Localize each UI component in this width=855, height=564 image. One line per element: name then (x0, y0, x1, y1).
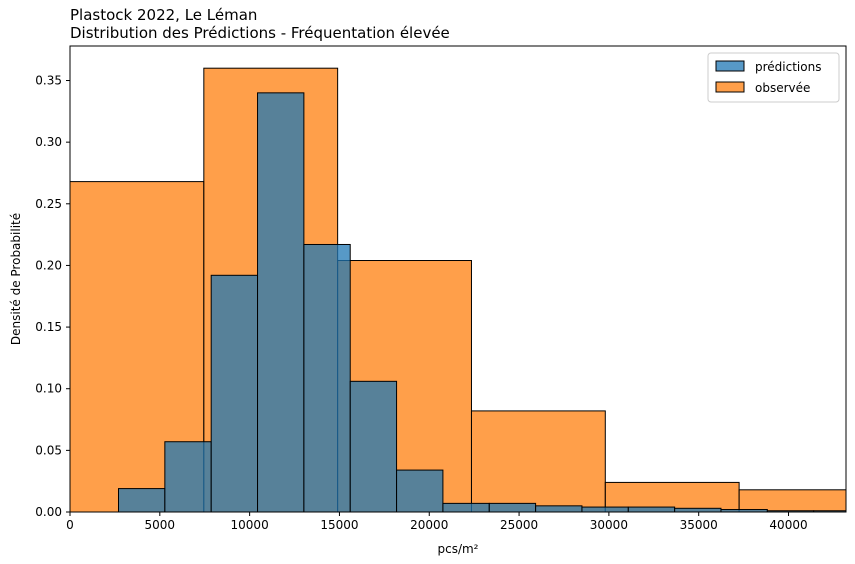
bar-predictions-0 (118, 488, 166, 512)
bar-predictions-4 (303, 243, 351, 512)
x-axis-label: pcs/m² (437, 542, 478, 556)
legend: prédictions observée (707, 52, 840, 103)
x-tick-label-4: 20000 (410, 518, 448, 532)
x-tick-label-0: 0 (66, 518, 74, 532)
bar-predictions-10 (581, 506, 629, 512)
chart-subtitle: Distribution des Prédictions - Fréquenta… (70, 24, 450, 42)
legend-label-0: prédictions (755, 60, 821, 74)
bar-predictions-5 (349, 380, 398, 512)
y-tick-label-1: 0.05 (35, 443, 62, 457)
y-tick-label-3: 0.15 (35, 320, 62, 334)
y-tick-label-2: 0.10 (35, 382, 62, 396)
legend-swatch-1 (715, 81, 745, 93)
plot-frame (69, 45, 847, 513)
y-tick-label-4: 0.20 (35, 258, 62, 272)
x-tick-label-1: 5000 (145, 518, 176, 532)
bar-predictions-12 (674, 507, 722, 512)
prediction-bars (118, 92, 846, 512)
y-tick-label-5: 0.25 (35, 197, 62, 211)
bar-observee-3 (470, 410, 606, 512)
bar-predictions-11 (627, 506, 676, 512)
bar-predictions-7 (442, 502, 490, 512)
x-tick-label-3: 15000 (320, 518, 358, 532)
bar-predictions-2 (210, 274, 259, 512)
y-axis: 0.00 0.05 0.10 0.15 0.20 0.25 0.30 0.35 (35, 74, 70, 519)
y-tick-label-6: 0.30 (35, 135, 62, 149)
x-tick-label-7: 35000 (680, 518, 718, 532)
chart-title: Plastock 2022, Le Léman (70, 6, 258, 24)
legend-swatch-0 (715, 60, 745, 72)
x-axis: 0 5000 10000 15000 20000 25000 30000 35000 40000 (66, 512, 808, 532)
y-axis-label: Densité de Probabilité (9, 213, 23, 345)
x-tick-label-8: 40000 (769, 518, 807, 532)
bar-observee-5 (738, 489, 846, 512)
legend-label-1: observée (755, 81, 810, 95)
y-tick-label-0: 0.00 (35, 505, 62, 519)
bar-predictions-3 (257, 92, 305, 512)
bar-predictions-9 (535, 505, 583, 512)
bar-predictions-8 (488, 502, 537, 512)
bar-predictions-6 (396, 469, 444, 512)
x-tick-label-2: 10000 (231, 518, 269, 532)
x-tick-label-5: 25000 (500, 518, 538, 532)
y-tick-label-7: 0.35 (35, 74, 62, 88)
bar-predictions-1 (164, 441, 212, 512)
x-tick-label-6: 30000 (590, 518, 628, 532)
